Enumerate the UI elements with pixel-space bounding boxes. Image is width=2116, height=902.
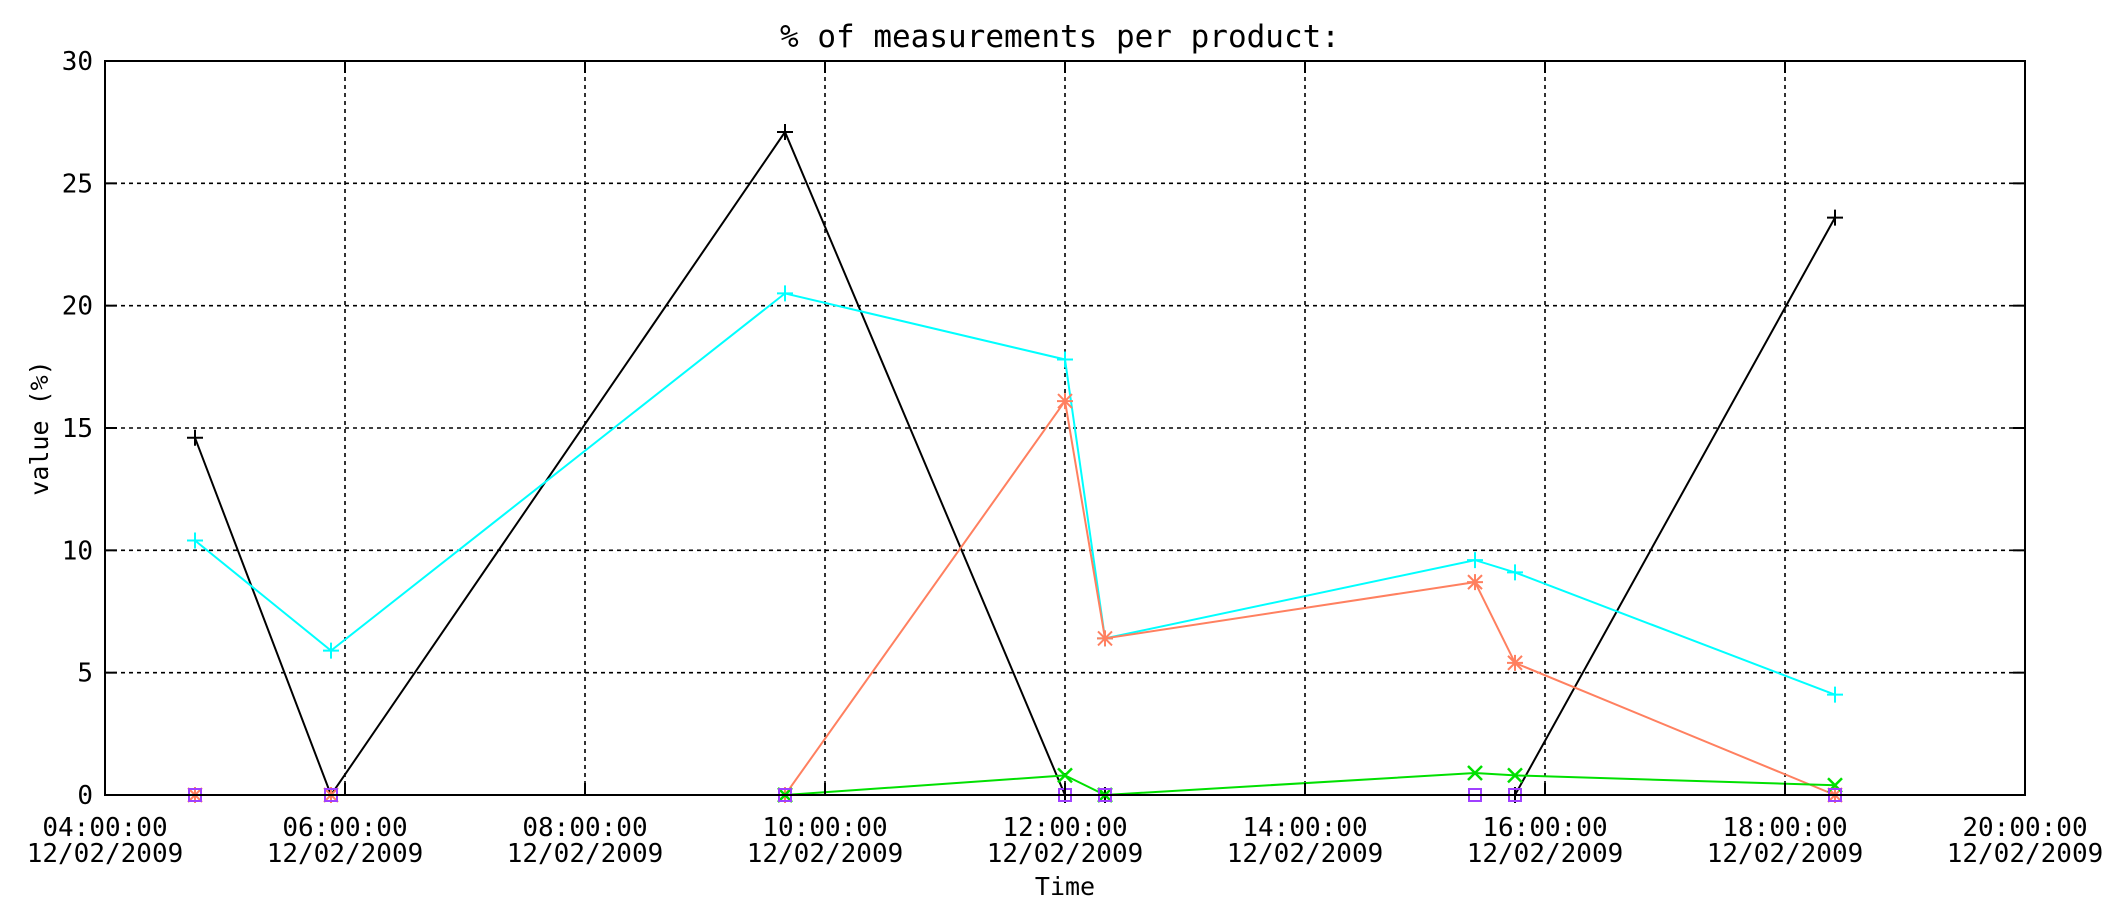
y-tick-label: 5 bbox=[77, 659, 93, 689]
data-point bbox=[187, 532, 203, 549]
grid bbox=[105, 61, 2025, 795]
series-4 bbox=[777, 765, 1843, 803]
data-point bbox=[1097, 630, 1113, 647]
x-tick-time: 20:00:00 bbox=[1962, 813, 2087, 843]
series-line bbox=[194, 292, 1836, 696]
x-tick-time: 12:00:00 bbox=[1002, 813, 1127, 843]
data-point bbox=[1057, 767, 1073, 784]
y-tick-label: 0 bbox=[77, 781, 93, 811]
x-tick-date: 12/02/2009 bbox=[987, 839, 1144, 869]
x-tick-time: 16:00:00 bbox=[1482, 813, 1607, 843]
series-3 bbox=[187, 393, 1843, 803]
x-axis: 04:00:0012/02/200906:00:0012/02/200908:0… bbox=[27, 61, 2104, 869]
data-point bbox=[323, 642, 339, 659]
series-1 bbox=[187, 123, 1843, 803]
y-axis-label: value (%) bbox=[25, 360, 54, 495]
x-tick-date: 12/02/2009 bbox=[1947, 839, 2104, 869]
x-tick-date: 12/02/2009 bbox=[1707, 839, 1864, 869]
x-tick-date: 12/02/2009 bbox=[747, 839, 904, 869]
y-tick-label: 15 bbox=[62, 414, 93, 444]
series-line bbox=[784, 771, 1836, 797]
y-axis: 0 5 10 15 20 25 30 bbox=[62, 47, 2025, 811]
x-tick-time: 14:00:00 bbox=[1242, 813, 1367, 843]
x-tick-date: 12/02/2009 bbox=[27, 839, 184, 869]
y-tick-label: 25 bbox=[62, 169, 93, 199]
x-tick-time: 08:00:00 bbox=[522, 813, 647, 843]
data-point bbox=[1467, 574, 1483, 591]
x-tick-time: 04:00:00 bbox=[42, 813, 167, 843]
data-point bbox=[1467, 552, 1483, 569]
data-point bbox=[1827, 686, 1843, 703]
data-point bbox=[1507, 564, 1523, 581]
x-axis-label: Time bbox=[1035, 872, 1095, 901]
x-tick-time: 18:00:00 bbox=[1722, 813, 1847, 843]
data-point bbox=[1507, 654, 1523, 671]
data-point bbox=[1467, 765, 1483, 781]
data-point bbox=[1507, 767, 1523, 784]
data-point bbox=[777, 285, 793, 302]
data-point bbox=[1057, 393, 1073, 410]
x-tick-date: 12/02/2009 bbox=[1467, 839, 1624, 869]
data-point bbox=[777, 123, 793, 140]
x-tick-time: 06:00:00 bbox=[282, 813, 407, 843]
series-layer bbox=[187, 123, 1843, 803]
y-tick-label: 20 bbox=[62, 292, 93, 322]
chart-title: % of measurements per product: bbox=[780, 19, 1340, 55]
data-point bbox=[187, 429, 203, 446]
data-point bbox=[1057, 351, 1073, 368]
series-line bbox=[194, 129, 1836, 798]
x-tick-date: 12/02/2009 bbox=[1227, 839, 1384, 869]
y-tick-label: 10 bbox=[62, 536, 93, 566]
x-tick-time: 10:00:00 bbox=[762, 813, 887, 843]
x-tick-date: 12/02/2009 bbox=[507, 839, 664, 869]
y-tick-label: 30 bbox=[62, 47, 93, 77]
series-line bbox=[195, 398, 1836, 796]
data-point bbox=[1827, 209, 1843, 226]
x-tick-date: 12/02/2009 bbox=[267, 839, 424, 869]
series-2 bbox=[187, 285, 1843, 703]
